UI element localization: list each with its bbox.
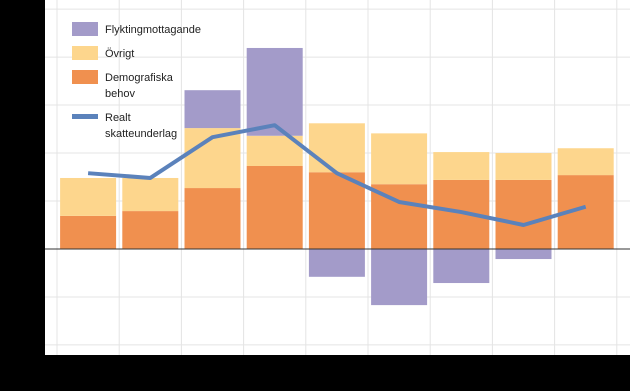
legend-item: Flyktingmottagande bbox=[72, 22, 205, 38]
bar-segment bbox=[308, 172, 365, 249]
legend-label: Realt skatteunderlag bbox=[105, 112, 178, 140]
legend-swatch bbox=[72, 114, 98, 119]
bar-segment bbox=[246, 47, 303, 136]
bar-segment bbox=[433, 248, 490, 284]
bar-segment bbox=[371, 133, 428, 185]
bar-segment bbox=[122, 211, 179, 249]
legend-label: Flyktingmottagande bbox=[105, 24, 201, 36]
bar-segment bbox=[495, 179, 552, 249]
bar-segment bbox=[60, 177, 117, 216]
bar-segment bbox=[246, 165, 303, 249]
bar-segment bbox=[495, 248, 552, 260]
legend-item: Övrigt bbox=[72, 46, 205, 62]
line-series bbox=[87, 123, 587, 227]
bar-segment bbox=[495, 153, 552, 180]
legend-swatch bbox=[72, 46, 98, 60]
bar-segment bbox=[122, 177, 179, 212]
bar-segment bbox=[433, 152, 490, 180]
bar-segment bbox=[371, 248, 428, 306]
legend-swatch bbox=[72, 70, 98, 84]
legend-swatch bbox=[72, 22, 98, 36]
bar-segment bbox=[60, 215, 117, 249]
bar-segment bbox=[308, 248, 365, 277]
bar-segment bbox=[557, 148, 614, 176]
legend-label: Demografiska behov bbox=[105, 72, 173, 100]
bar-segment bbox=[308, 123, 365, 173]
legend-label: Övrigt bbox=[105, 48, 135, 60]
legend-item: Demografiska behov bbox=[72, 70, 205, 102]
legend-item: Realt skatteunderlag bbox=[72, 110, 205, 142]
bar-segment bbox=[184, 188, 241, 249]
bar-segment bbox=[184, 90, 241, 129]
legend: Flyktingmottagande Övrigt Demografiska beh… bbox=[72, 22, 205, 150]
